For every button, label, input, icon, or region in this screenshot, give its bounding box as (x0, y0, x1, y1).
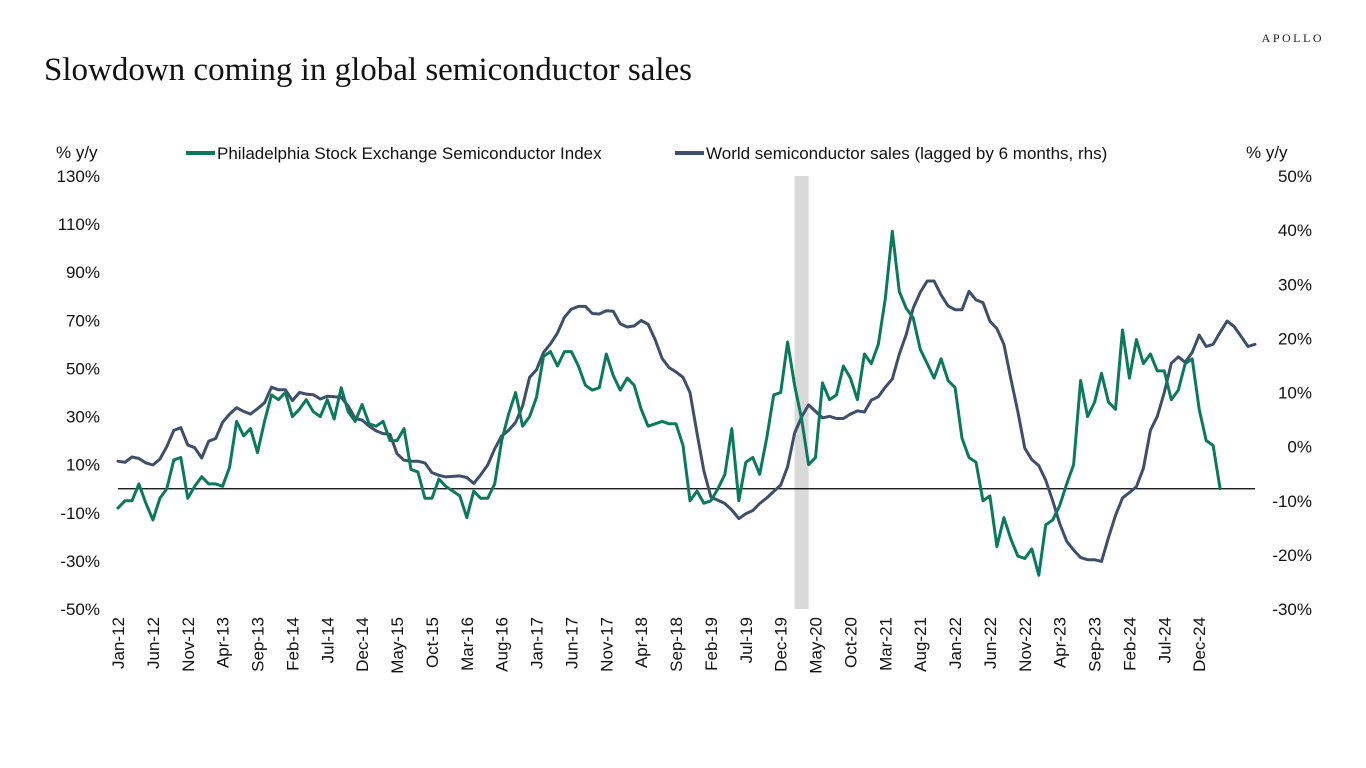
x-tick-label: Dec-14 (353, 617, 372, 672)
x-tick-label: Mar-21 (876, 617, 895, 671)
x-tick-label: Dec-19 (772, 617, 791, 672)
recession-bar (794, 176, 809, 609)
right-tick-label: 30% (1278, 275, 1312, 294)
x-tick-label: Apr-18 (632, 617, 651, 668)
series-line-sox (116, 229, 1222, 577)
x-tick-label: Jul-19 (737, 617, 756, 663)
left-tick-label: 70% (66, 311, 100, 330)
left-tick-label: -50% (60, 600, 100, 619)
x-tick-label: Dec-24 (1190, 617, 1209, 672)
brand-logo: APOLLO (1261, 31, 1324, 45)
left-tick-label: 130% (57, 167, 100, 186)
left-tick-label: -10% (60, 504, 100, 523)
left-axis-unit: % y/y (56, 143, 98, 162)
legend: Philadelphia Stock Exchange Semiconducto… (186, 144, 1107, 163)
recession-shading (794, 176, 809, 609)
legend-label-sox: Philadelphia Stock Exchange Semiconducto… (217, 144, 602, 163)
right-tick-label: 10% (1278, 384, 1312, 403)
x-tick-label: Jul-24 (1155, 617, 1174, 663)
x-tick-label: Oct-15 (423, 617, 442, 668)
x-tick-label: Jan-12 (109, 617, 128, 669)
x-tick-label: Feb-24 (1120, 617, 1139, 671)
left-tick-label: 90% (66, 263, 100, 282)
x-tick-label: Feb-14 (283, 617, 302, 671)
x-tick-label: Jun-17 (562, 617, 581, 669)
x-tick-label: Sep-23 (1086, 617, 1105, 672)
right-tick-label: -10% (1272, 492, 1312, 511)
series-line-wss (116, 279, 1257, 563)
x-tick-label: May-15 (388, 617, 407, 674)
right-axis: 50% 40% 30% 20% 10% 0% -10% -20% -30% (1272, 167, 1312, 619)
x-axis: Jan-12 Jun-12 Nov-12 Apr-13 Sep-13 Feb-14 Jul-… (109, 617, 1209, 674)
x-tick-label: Jan-22 (946, 617, 965, 669)
right-tick-label: -20% (1272, 546, 1312, 565)
right-tick-label: 40% (1278, 221, 1312, 240)
right-tick-label: -30% (1272, 600, 1312, 619)
right-axis-unit: % y/y (1246, 143, 1288, 162)
x-tick-label: Mar-16 (458, 617, 477, 671)
right-tick-label: 20% (1278, 329, 1312, 348)
legend-label-wss: World semiconductor sales (lagged by 6 m… (706, 144, 1107, 163)
x-tick-label: Oct-20 (841, 617, 860, 668)
left-tick-label: 50% (66, 359, 100, 378)
x-tick-label: Jul-14 (318, 617, 337, 663)
chart-title: Slowdown coming in global semiconductor … (44, 52, 692, 88)
left-tick-label: 110% (58, 215, 100, 234)
x-tick-label: Jan-17 (528, 617, 547, 669)
right-tick-label: 0% (1287, 438, 1312, 457)
x-tick-label: Nov-12 (179, 617, 198, 672)
x-tick-label: Apr-13 (214, 617, 233, 668)
x-tick-label: Nov-17 (597, 617, 616, 672)
left-axis: 130% 110% 90% 70% 50% 30% 10% -10% -30% -50% (57, 167, 100, 619)
x-tick-label: Jun-12 (144, 617, 163, 669)
left-tick-label: 30% (66, 408, 100, 427)
x-tick-label: Aug-21 (911, 617, 930, 672)
x-tick-label: Sep-13 (249, 617, 268, 672)
series-layer (116, 229, 1257, 577)
x-tick-label: Nov-22 (1016, 617, 1035, 672)
x-tick-label: Sep-18 (667, 617, 686, 672)
x-tick-label: Jun-22 (981, 617, 1000, 669)
x-tick-label: May-20 (807, 617, 826, 674)
x-tick-label: Apr-23 (1051, 617, 1070, 668)
right-tick-label: 50% (1278, 167, 1312, 186)
left-tick-label: 10% (66, 456, 100, 475)
x-tick-label: Aug-16 (493, 617, 512, 672)
left-tick-label: -30% (60, 552, 100, 571)
x-tick-label: Feb-19 (702, 617, 721, 671)
